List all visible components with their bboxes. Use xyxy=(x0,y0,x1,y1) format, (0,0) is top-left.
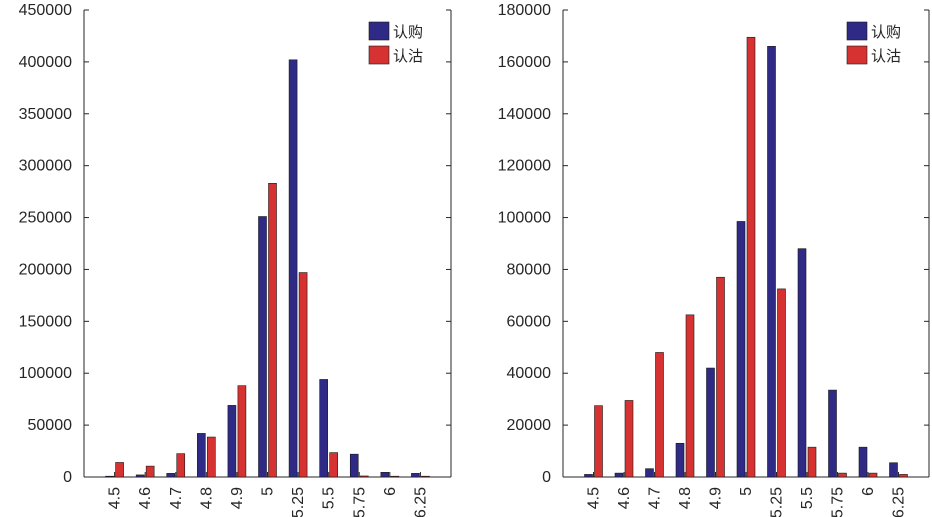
x-tick-label: 5.75 xyxy=(830,487,847,517)
bar-put-4.7 xyxy=(176,453,186,478)
y-tick-label: 0 xyxy=(542,469,551,486)
bar-call-5.75 xyxy=(828,389,837,478)
x-tick-label: 5.75 xyxy=(351,487,368,517)
y-tick-label: 150000 xyxy=(19,313,72,330)
bar-call-4.7 xyxy=(166,473,176,478)
bar-put-4.9 xyxy=(716,276,725,478)
bar-call-5.75 xyxy=(349,453,359,478)
x-tick-label: 5 xyxy=(738,487,755,496)
x-tick-label: 4.5 xyxy=(107,487,124,509)
bar-call-6 xyxy=(380,472,390,478)
bar-call-5.25 xyxy=(767,46,776,478)
x-tick-label: 6.25 xyxy=(891,487,908,517)
x-tick-label: 4.8 xyxy=(677,487,694,509)
y-tick-label: 450000 xyxy=(19,2,72,19)
legend-label-put: 认沽 xyxy=(393,47,423,65)
legend-label-put: 认沽 xyxy=(871,47,901,65)
bar-call-4.9 xyxy=(227,405,237,478)
bar-put-4.8 xyxy=(685,314,695,478)
y-tick-label: 100000 xyxy=(19,365,72,382)
y-tick-label: 60000 xyxy=(507,313,552,330)
x-tick-label: 5.5 xyxy=(321,487,338,509)
legend-swatch-put xyxy=(846,45,868,65)
bar-put-6.25 xyxy=(421,475,430,478)
bar-call-4.8 xyxy=(197,433,206,478)
bar-put-4.6 xyxy=(145,465,155,478)
bar-call-6.25 xyxy=(411,473,420,478)
y-tick-label: 0 xyxy=(63,469,72,486)
y-tick-label: 80000 xyxy=(507,261,552,278)
y-tick-label: 120000 xyxy=(498,158,551,175)
legend-label-call: 认购 xyxy=(393,23,423,41)
legend-swatch-call xyxy=(368,21,390,41)
x-tick-label: 5.5 xyxy=(799,487,816,509)
bar-call-4.8 xyxy=(675,442,685,478)
x-tick-label: 6 xyxy=(860,487,877,496)
bar-put-5.25 xyxy=(777,288,786,478)
bar-put-5 xyxy=(746,36,756,478)
y-tick-label: 160000 xyxy=(498,54,551,71)
bar-call-4.5 xyxy=(584,474,593,478)
x-tick-label: 4.6 xyxy=(616,487,633,509)
bar-call-5.5 xyxy=(797,248,807,478)
x-tick-label: 5.25 xyxy=(290,487,307,517)
x-tick-label: 4.7 xyxy=(168,487,185,509)
bar-put-5.75 xyxy=(359,475,369,478)
bar-call-5.5 xyxy=(319,379,328,478)
x-tick-label: 6.25 xyxy=(412,487,429,517)
bar-call-4.6 xyxy=(135,474,145,478)
bar-call-4.9 xyxy=(706,367,715,478)
bar-put-4.8 xyxy=(207,436,216,478)
x-tick-label: 5.25 xyxy=(769,487,786,517)
bar-call-4.6 xyxy=(614,472,624,478)
bar-put-6 xyxy=(868,472,878,478)
y-tick-label: 50000 xyxy=(28,417,73,434)
legend-swatch-call xyxy=(846,21,868,41)
x-tick-label: 4.9 xyxy=(229,487,246,509)
y-tick-label: 140000 xyxy=(498,106,551,123)
y-tick-label: 200000 xyxy=(19,261,72,278)
bar-put-4.5 xyxy=(594,405,603,478)
bar-call-5.25 xyxy=(288,59,298,478)
bar-call-6 xyxy=(858,446,868,478)
bar-put-4.7 xyxy=(655,352,664,478)
bar-put-5.5 xyxy=(329,452,338,478)
legend-swatch-put xyxy=(368,45,390,65)
bar-call-5 xyxy=(258,216,267,478)
x-tick-label: 4.9 xyxy=(708,487,725,509)
bar-put-5.5 xyxy=(807,446,817,478)
legend-label-call: 认购 xyxy=(871,23,901,41)
bar-call-4.7 xyxy=(645,468,654,478)
bar-put-5.25 xyxy=(298,272,308,478)
bar-put-6 xyxy=(390,475,400,478)
chart-panel-2: 0 20000 40000 60000 80000 100000 120000 140000 1… xyxy=(498,2,930,517)
y-tick-label: 400000 xyxy=(19,54,72,71)
y-tick-label: 100000 xyxy=(498,210,551,227)
bar-put-4.5 xyxy=(115,462,124,478)
x-tick-label: 6 xyxy=(382,487,399,496)
y-tick-label: 180000 xyxy=(498,2,551,19)
bar-call-5 xyxy=(736,221,746,478)
chart-panel-1: 0 50000 100000 150000 200000 250000 300000 3500… xyxy=(19,2,452,517)
y-tick-label: 250000 xyxy=(19,210,72,227)
x-tick-label: 4.5 xyxy=(586,487,603,509)
bar-call-6.25 xyxy=(889,462,898,478)
x-tick-label: 5 xyxy=(260,487,277,496)
x-tick-label: 4.8 xyxy=(198,487,215,509)
y-tick-label: 20000 xyxy=(507,417,552,434)
y-tick-label: 40000 xyxy=(507,365,552,382)
bar-put-5.75 xyxy=(838,472,847,478)
y-tick-label: 300000 xyxy=(19,158,72,175)
x-tick-label: 4.6 xyxy=(137,487,154,509)
bar-call-4.5 xyxy=(105,475,114,478)
bar-put-6.25 xyxy=(899,474,908,478)
bar-put-5 xyxy=(268,183,277,478)
y-tick-label: 350000 xyxy=(19,106,72,123)
bar-put-4.9 xyxy=(237,385,247,478)
bar-put-4.6 xyxy=(624,400,634,478)
x-tick-label: 4.7 xyxy=(647,487,664,509)
